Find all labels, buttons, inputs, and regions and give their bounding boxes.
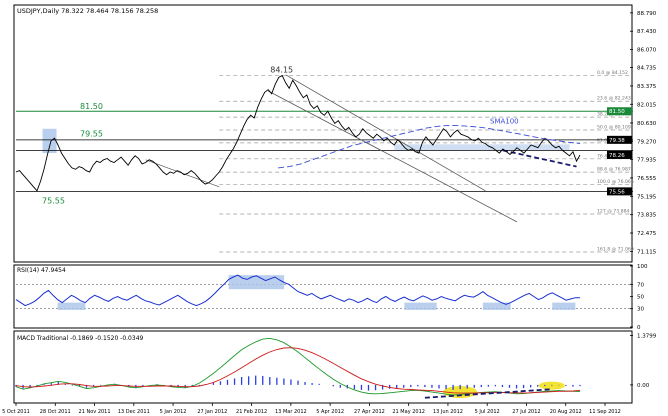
sma100-line [278, 124, 581, 169]
macd-layer: 1.3799 0.00 [15, 334, 657, 399]
highlight-box [394, 144, 570, 151]
macd-tick-label: 0.00 [637, 383, 650, 389]
rsi-highlight-zone [552, 302, 576, 310]
rsi-line [15, 274, 581, 307]
level-label-81-50: 81.50 [80, 102, 103, 111]
fib-level-label: 0.0 @ 84.152 [597, 70, 628, 76]
rsi-layer: 100 70 50 30 0 [15, 264, 648, 331]
macd-trend-dashed-line [424, 388, 552, 399]
channel-line-lower [268, 90, 518, 223]
x-tick-label: 28 Oct 2011 [40, 409, 71, 415]
price-tick-label: 88.790 [637, 11, 657, 17]
rsi-highlight-zone [482, 302, 511, 310]
price-marker-box [607, 150, 632, 159]
macd-title: MACD Traditional -0.1869 -0.1520 -0.0349 [17, 335, 144, 342]
price-tick-label: 83.375 [637, 84, 657, 90]
fib-level-label: 88.6 @ 76.987 [597, 167, 631, 173]
x-tick-label: 21 Nov 2011 [79, 409, 111, 415]
highlight-box [42, 128, 57, 154]
rsi-highlight-zone [57, 302, 86, 310]
x-tick-label: 27 Apr 2012 [354, 409, 385, 415]
rsi-panel [13, 264, 633, 329]
price-tick-label: 80.630 [637, 121, 657, 127]
level-label-84-15: 84.15 [270, 65, 293, 74]
fib-level-label: 100.0 @ 76.066 [597, 179, 634, 185]
fib-level-label: 50.0 @ 80.109 [597, 125, 631, 131]
rsi-tick-label: 30 [637, 307, 644, 313]
x-tick-label: 5 Jul 2012 [475, 409, 500, 415]
price-panel [13, 4, 633, 263]
rsi-tick-label: 0 [637, 325, 641, 331]
x-tick-label: 5 Oct 2011 [2, 409, 30, 415]
price-tick-label: 86.070 [637, 48, 657, 54]
price-tick-label: 76.555 [637, 176, 657, 182]
x-tick-label: 13 Dec 2011 [118, 409, 150, 415]
x-tick-label: 11 Sep 2012 [589, 409, 621, 415]
price-tick-label: 75.195 [637, 194, 657, 200]
price-tick-label: 79.270 [637, 139, 657, 145]
downtrend-dashed-line [502, 149, 577, 168]
price-marker-label: 75.56 [609, 189, 625, 195]
x-tick-label: 13 Jun 2012 [433, 409, 463, 415]
x-tick-label: 27 Jan 2012 [197, 409, 227, 415]
price-tick-label: 77.935 [637, 157, 657, 163]
macd-tick-label: 1.3799 [637, 334, 657, 340]
price-marker-label: 79.38 [609, 138, 625, 144]
x-tick-label: 5 Jan 2012 [160, 409, 187, 415]
fib-level-label: 161.8 @ 71.069 [597, 246, 634, 252]
price-series [15, 74, 581, 192]
price-marker-label: 81.50 [609, 109, 625, 115]
level-label-79-55: 79.55 [80, 130, 103, 139]
price-tick-label: 71.115 [637, 249, 657, 255]
rsi-title: RSI(14) 47.9454 [17, 267, 66, 274]
price-marker-box [607, 187, 632, 196]
macd-line [15, 337, 581, 396]
price-marker-label: 78.26 [609, 153, 625, 159]
x-tick-label: 21 Feb 2012 [236, 409, 267, 415]
fib-level-label: 127 @ 73.884 [597, 208, 629, 214]
price-tick-label: 72.475 [637, 231, 657, 237]
chart-title: USDJPY,Daily 78.322 78.464 78.156 78.258 [17, 7, 158, 15]
rsi-highlight-zone [404, 302, 437, 310]
x-tick-label: 13 Mar 2012 [275, 409, 307, 415]
x-tick-label: 5 Apr 2012 [316, 409, 344, 415]
level-label-75-55: 75.55 [42, 197, 65, 206]
fib-level-label: 23.6 @ 82.243 [597, 96, 631, 102]
x-tick-label: 27 Jul 2012 [512, 409, 540, 415]
sma-annotation: SMA100 [490, 117, 519, 125]
rsi-tick-label: 70 [637, 282, 644, 288]
price-tick-label: 84.735 [637, 66, 657, 72]
price-line [15, 74, 581, 192]
price-marker-box [607, 107, 632, 116]
price-tick-label: 82.015 [637, 102, 657, 108]
rsi-tick-label: 100 [637, 264, 648, 270]
price-tick-label: 87.430 [637, 29, 657, 35]
rsi-tick-label: 50 [637, 295, 644, 301]
macd-signal-line [15, 347, 581, 394]
x-axis: 5 Oct 2011 28 Oct 2011 21 Nov 2011 13 Dec 2… [2, 403, 621, 415]
x-tick-label: 20 Aug 2012 [550, 409, 582, 415]
price-axis: 88.790 87.430 86.070 84.735 83.375 82.015 80.6… [630, 11, 657, 255]
channel-line-upper [285, 74, 486, 192]
price-marker-box [607, 135, 632, 144]
price-tick-label: 73.835 [637, 213, 657, 219]
x-tick-label: 21 May 2012 [392, 409, 425, 415]
